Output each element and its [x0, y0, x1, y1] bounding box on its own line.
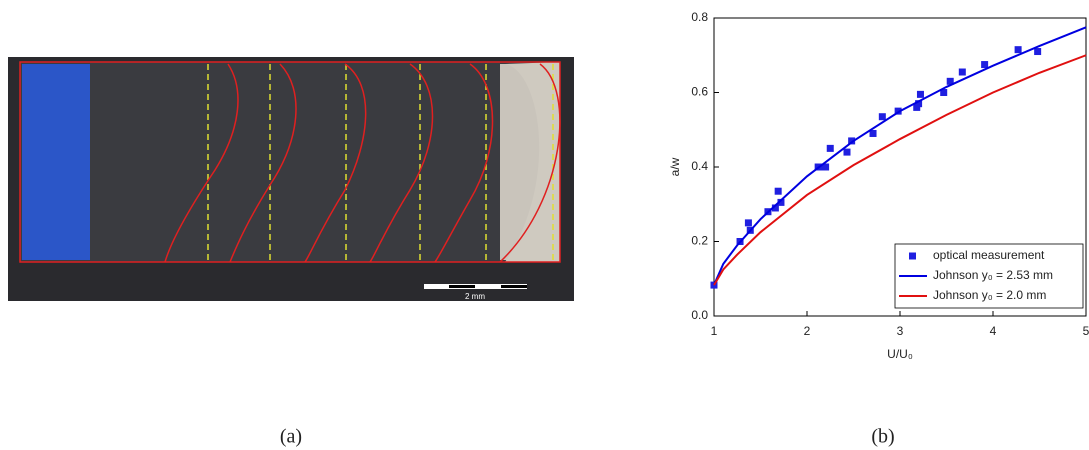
data-point	[946, 77, 954, 85]
specimen-photo: 2 mm	[8, 57, 574, 301]
data-point	[869, 129, 877, 137]
y-tick-label: 0.4	[691, 159, 708, 173]
data-point	[916, 90, 924, 98]
y-axis-label: a/w	[668, 157, 682, 176]
data-point	[940, 89, 948, 96]
data-point	[771, 204, 779, 212]
data-point	[843, 148, 851, 156]
data-point	[744, 219, 752, 227]
panel-label: (a)	[280, 426, 302, 448]
data-point	[958, 68, 966, 76]
x-axis-label: U/U₀	[887, 347, 913, 361]
y-tick-label: 0.6	[691, 85, 708, 99]
data-point	[826, 144, 834, 152]
data-point	[894, 107, 902, 115]
x-tick-label: 4	[990, 324, 997, 338]
fit-line	[713, 54, 1087, 286]
legend-label: Johnson y₀ = 2.0 mm	[933, 288, 1046, 302]
panel-label: (b)	[871, 426, 894, 448]
data-point	[774, 187, 782, 195]
legend-label: Johnson y₀ = 2.53 mm	[933, 268, 1053, 282]
data-point	[822, 163, 830, 171]
scale-bar-label: 2 mm	[465, 292, 485, 301]
legend-swatch	[909, 252, 916, 260]
data-point	[777, 198, 785, 206]
y-tick-label: 0.0	[691, 308, 708, 322]
data-point	[878, 113, 886, 121]
data-point	[981, 61, 989, 69]
data-point	[1014, 46, 1022, 54]
legend-label: optical measurement	[933, 248, 1045, 262]
data-point	[818, 163, 826, 171]
data-point	[913, 103, 921, 111]
fit-line	[713, 26, 1087, 286]
data-point	[915, 100, 923, 108]
x-tick-label: 2	[804, 324, 811, 338]
x-tick-label: 1	[711, 324, 718, 338]
y-tick-label: 0.2	[691, 234, 708, 248]
data-point	[1034, 48, 1042, 56]
x-tick-label: 5	[1083, 324, 1089, 338]
data-point	[848, 137, 856, 145]
x-tick-label: 3	[897, 324, 904, 338]
y-tick-label: 0.8	[691, 10, 708, 24]
